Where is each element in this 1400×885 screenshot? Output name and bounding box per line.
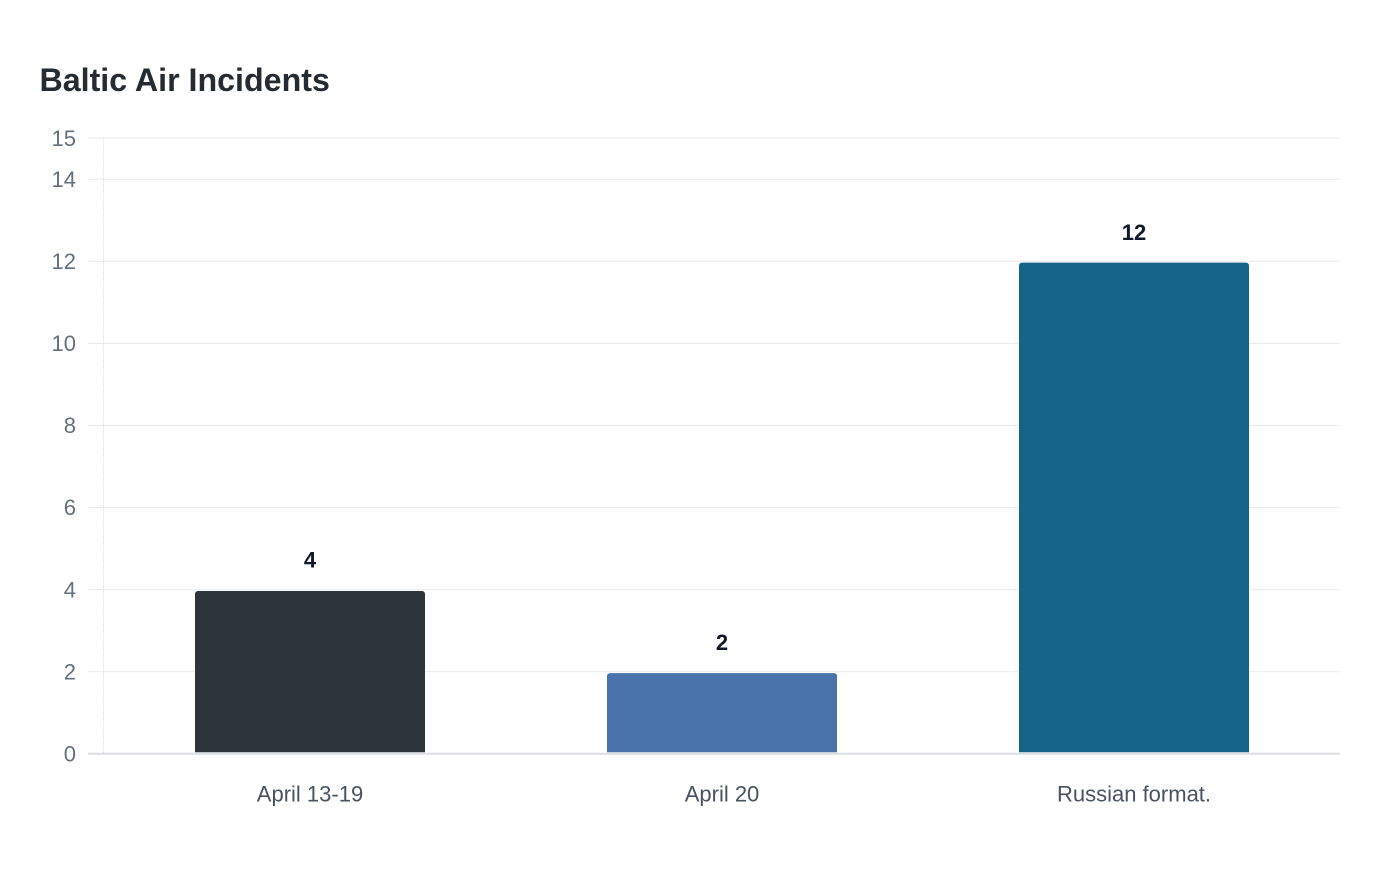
svg-text:12: 12 <box>1122 220 1146 245</box>
svg-text:10: 10 <box>52 331 76 356</box>
svg-text:8: 8 <box>64 413 76 438</box>
svg-text:12: 12 <box>52 249 76 274</box>
svg-text:15: 15 <box>52 126 76 151</box>
svg-text:2: 2 <box>716 630 728 655</box>
svg-text:4: 4 <box>304 548 317 573</box>
svg-text:2: 2 <box>64 659 76 684</box>
svg-text:April 13-19: April 13-19 <box>257 782 363 807</box>
svg-text:April 20: April 20 <box>685 782 760 807</box>
svg-text:14: 14 <box>52 167 76 192</box>
svg-text:0: 0 <box>64 741 76 766</box>
svg-text:4: 4 <box>64 577 76 602</box>
svg-text:6: 6 <box>64 495 76 520</box>
svg-text:Baltic Air Incidents: Baltic Air Incidents <box>40 62 330 98</box>
svg-text:Russian format.: Russian format. <box>1057 782 1211 807</box>
